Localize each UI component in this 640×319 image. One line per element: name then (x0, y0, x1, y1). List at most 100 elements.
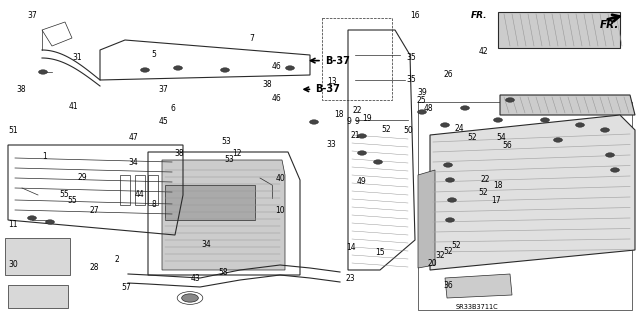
Text: 34: 34 (128, 158, 138, 167)
Polygon shape (5, 238, 70, 275)
Text: 38: 38 (262, 80, 273, 89)
Text: 55: 55 (67, 197, 77, 205)
Circle shape (605, 153, 614, 157)
Text: 10: 10 (275, 206, 285, 215)
Text: 48: 48 (424, 104, 434, 113)
Text: 37: 37 (27, 11, 37, 20)
Circle shape (447, 198, 456, 202)
Circle shape (310, 120, 319, 124)
Text: 52: 52 (451, 241, 461, 250)
Text: B-37: B-37 (325, 56, 350, 66)
Text: 13: 13 (326, 77, 337, 86)
Circle shape (28, 216, 36, 220)
Text: 11: 11 (8, 220, 17, 229)
Text: 37: 37 (158, 85, 168, 94)
Text: 23: 23 (346, 274, 356, 283)
Circle shape (141, 68, 150, 72)
Circle shape (575, 123, 584, 127)
Text: 51: 51 (8, 126, 18, 135)
Circle shape (417, 110, 426, 114)
Text: 58: 58 (218, 268, 228, 277)
Circle shape (611, 168, 620, 172)
Text: 32: 32 (435, 251, 445, 260)
Text: FR.: FR. (600, 20, 620, 30)
Text: B-37: B-37 (316, 84, 340, 94)
Circle shape (45, 220, 54, 224)
Polygon shape (418, 170, 435, 268)
Text: 52: 52 (478, 189, 488, 197)
Text: 2: 2 (115, 256, 120, 264)
Text: 42: 42 (478, 47, 488, 56)
Circle shape (554, 138, 563, 142)
Polygon shape (8, 285, 68, 308)
Polygon shape (445, 274, 512, 298)
Circle shape (445, 218, 454, 222)
Text: FR.: FR. (470, 11, 487, 20)
Text: 29: 29 (77, 173, 87, 182)
Polygon shape (500, 95, 635, 115)
Circle shape (440, 123, 449, 127)
Text: 35: 35 (406, 53, 417, 62)
Text: 17: 17 (491, 197, 501, 205)
Text: 20: 20 (427, 259, 437, 268)
Text: 38: 38 (174, 149, 184, 158)
Text: 6: 6 (170, 104, 175, 113)
Text: 16: 16 (410, 11, 420, 20)
Text: 57: 57 (122, 283, 132, 292)
Text: 26: 26 (443, 70, 453, 79)
Text: 9: 9 (355, 117, 360, 126)
Text: 43: 43 (190, 274, 200, 283)
Text: 53: 53 (224, 155, 234, 164)
Text: 45: 45 (158, 117, 168, 126)
Text: 38: 38 (16, 85, 26, 94)
Text: 33: 33 (326, 140, 337, 149)
Text: 5: 5 (151, 50, 156, 59)
Text: 46: 46 (271, 63, 282, 71)
Circle shape (493, 118, 502, 122)
Circle shape (541, 118, 550, 122)
Text: 25: 25 (416, 96, 426, 105)
Text: 24: 24 (454, 124, 465, 133)
Text: 52: 52 (443, 247, 453, 256)
Text: 41: 41 (68, 102, 79, 111)
Circle shape (461, 106, 470, 110)
Text: 52: 52 (467, 133, 477, 142)
Text: 1: 1 (42, 152, 47, 161)
Circle shape (445, 178, 454, 182)
Text: 36: 36 (443, 281, 453, 290)
Circle shape (173, 66, 182, 70)
Polygon shape (498, 12, 620, 48)
Text: SR33B3711C: SR33B3711C (456, 304, 498, 310)
Circle shape (374, 160, 383, 164)
Circle shape (358, 151, 367, 155)
Circle shape (221, 68, 230, 72)
Polygon shape (162, 160, 285, 270)
Circle shape (506, 98, 515, 102)
Text: 28: 28 (90, 263, 99, 272)
Text: 7: 7 (249, 34, 254, 43)
Text: 9: 9 (346, 117, 351, 126)
Text: 15: 15 (374, 248, 385, 256)
Circle shape (38, 70, 47, 74)
Text: 14: 14 (346, 243, 356, 252)
Text: 56: 56 (502, 141, 513, 150)
Circle shape (358, 134, 367, 138)
Circle shape (444, 163, 452, 167)
Text: 50: 50 (403, 126, 413, 135)
Circle shape (600, 128, 609, 132)
Text: 54: 54 (496, 133, 506, 142)
Text: 22: 22 (481, 175, 490, 184)
Polygon shape (430, 115, 635, 270)
Text: 8: 8 (151, 200, 156, 209)
Text: 31: 31 (72, 53, 82, 62)
Text: 35: 35 (406, 75, 417, 84)
Circle shape (182, 294, 198, 302)
Text: 52: 52 (381, 125, 391, 134)
Text: 44: 44 (134, 190, 145, 199)
Text: 39: 39 (417, 88, 428, 97)
Text: 27: 27 (90, 206, 100, 215)
Text: 18: 18 (493, 181, 502, 190)
Text: 30: 30 (8, 260, 18, 269)
Text: 49: 49 (356, 177, 367, 186)
Text: 53: 53 (221, 137, 231, 146)
